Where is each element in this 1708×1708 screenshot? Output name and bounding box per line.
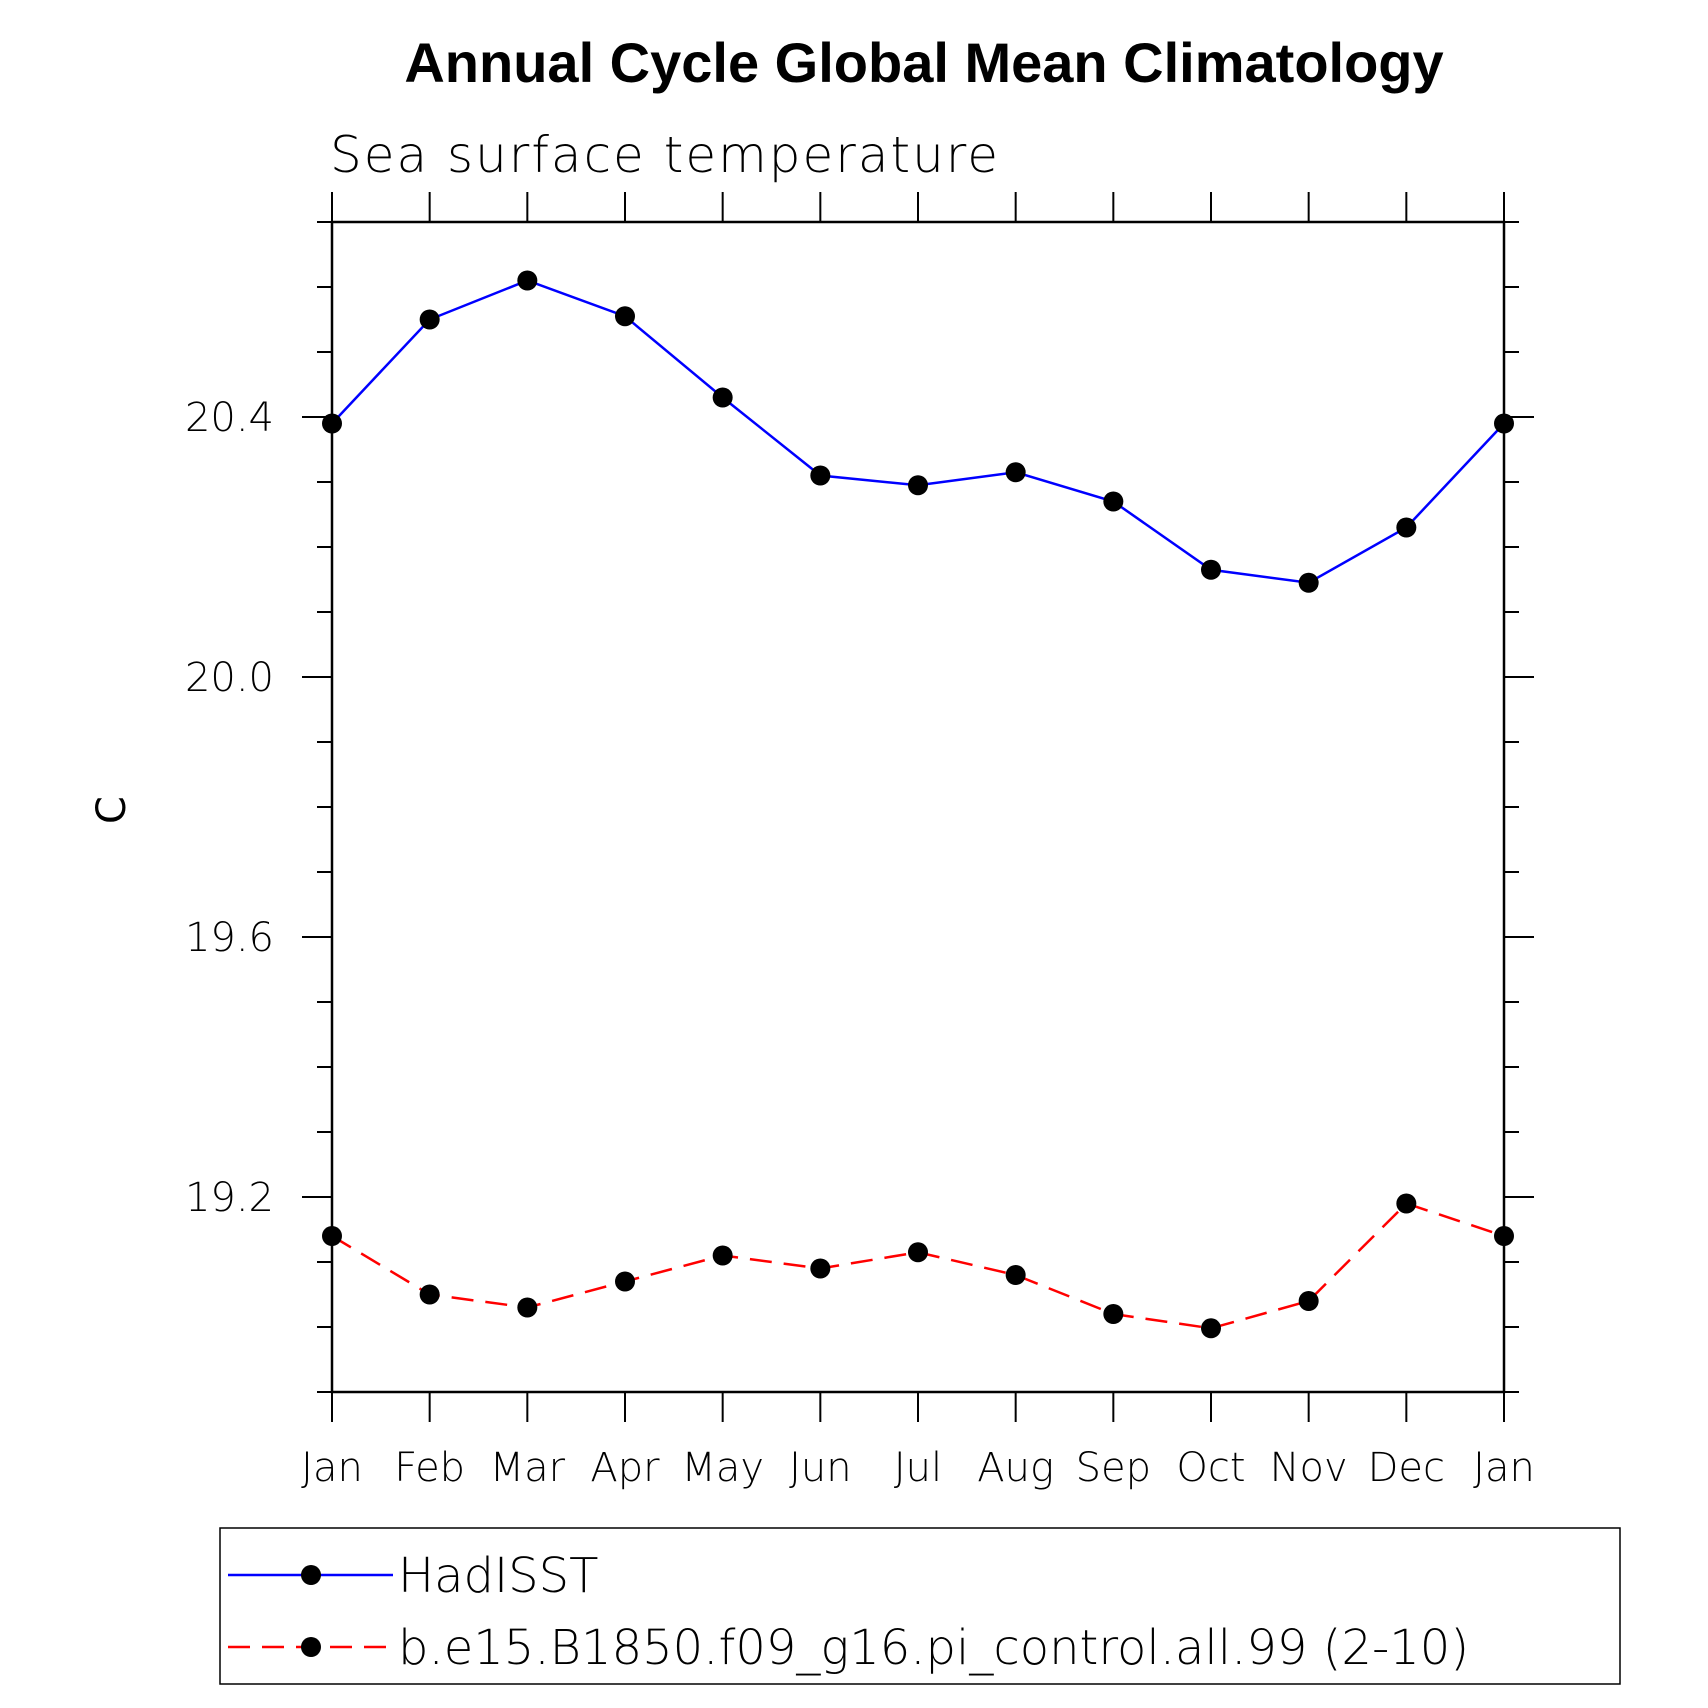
data-point-0 [1005,462,1026,483]
x-tick-label: Oct [1176,1445,1245,1491]
data-point-1 [517,1297,538,1318]
x-tick-label: Jul [894,1445,942,1491]
series-line-0 [331,279,1505,585]
data-point-0 [712,387,733,408]
data-point-1 [810,1258,831,1279]
x-tick-label: Dec [1368,1445,1445,1491]
x-tick-label: Jun [789,1445,852,1491]
legend-box [219,1527,1621,1685]
data-point-1 [712,1245,733,1266]
series-layer [322,270,1514,1339]
y-tick-label: 19.6 [185,915,274,961]
data-point-1 [1201,1318,1221,1339]
legend-marker-1 [301,1637,321,1657]
data-point-1 [908,1242,928,1263]
x-tick-label: Aug [977,1445,1054,1491]
legend-label-1: b.e15.B1850.f09_g16.pi_control.all.99 (2… [398,1620,1469,1676]
x-tick-label: Apr [590,1445,660,1491]
data-point-1 [322,1226,342,1246]
plot-frame [330,220,1506,1394]
data-point-0 [1201,559,1221,580]
data-point-0 [322,413,342,434]
chart-title: Annual Cycle Global Mean Climatology [404,31,1443,94]
legend-label-0: HadISST [398,1548,598,1604]
data-point-0 [1396,517,1417,538]
data-point-1 [1298,1291,1319,1311]
data-point-1 [1005,1265,1026,1285]
data-point-0 [1298,572,1319,593]
axes: 19.2 19.6 20.0 20.4 Jan Feb Mar Apr May Jun Jul Aug… [185,192,1535,1491]
series-line-1 [331,1202,1505,1330]
data-point-0 [1103,491,1124,512]
y-tick-label: 20.4 [185,395,274,441]
y-tick-label: 20.0 [185,655,274,701]
y-tick-label: 19.2 [185,1175,274,1221]
legend-marker-0 [301,1565,321,1585]
chart-subtitle: Sea surface temperature [330,126,1000,184]
x-tick-label: Sep [1076,1445,1151,1491]
x-tick-label: Jan [1473,1445,1535,1491]
data-point-0 [517,270,538,291]
data-point-1 [1103,1304,1124,1324]
x-tick-label: Feb [394,1445,465,1491]
x-tick-label: Mar [490,1445,566,1491]
data-point-0 [615,306,635,327]
x-tick-label: Jan [301,1445,363,1491]
data-point-1 [419,1284,440,1305]
x-tick-label: May [681,1445,764,1491]
x-tick-label: Nov [1270,1445,1348,1491]
data-point-0 [908,475,928,496]
data-point-0 [1494,413,1514,434]
y-axis-label: C [89,796,135,824]
data-point-1 [1494,1226,1514,1246]
data-point-1 [615,1271,635,1292]
legend: HadISST b.e15.B1850.f09_g16.pi_control.al… [219,1527,1621,1685]
data-point-0 [419,309,440,330]
data-point-1 [1396,1193,1417,1214]
data-point-0 [810,465,831,486]
